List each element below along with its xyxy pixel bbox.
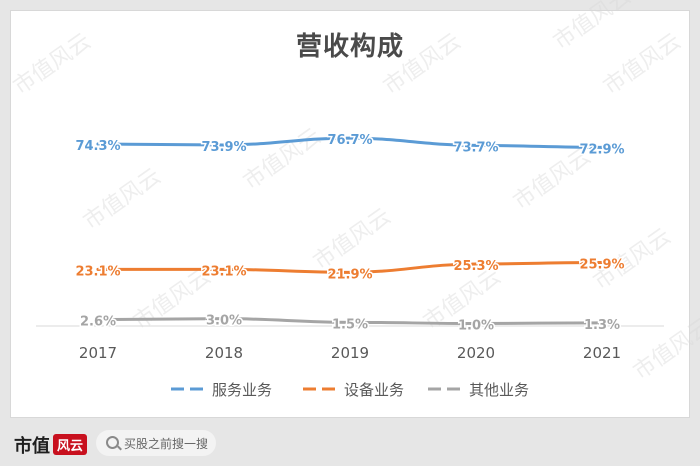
- x-tick-label: 2020: [457, 344, 495, 362]
- data-point: [348, 136, 352, 140]
- data-point: [348, 320, 352, 324]
- brand-text: 市值: [14, 436, 50, 457]
- search-icon: [106, 436, 119, 449]
- brand-mark: 风云: [53, 434, 88, 455]
- data-label: 3.0%: [206, 314, 242, 329]
- search-placeholder: 买股之前搜一搜: [124, 437, 209, 451]
- legend-label: 服务业务: [212, 381, 272, 399]
- data-label: 23.1%: [201, 264, 246, 279]
- legend-label: 其他业务: [469, 381, 529, 399]
- data-point: [96, 142, 100, 146]
- x-tick-label: 2017: [79, 344, 117, 362]
- data-label: 1.0%: [458, 319, 494, 334]
- watermark-text: 市值风云: [379, 29, 465, 100]
- data-point: [348, 270, 352, 274]
- data-label: 21.9%: [327, 267, 372, 282]
- data-point: [600, 145, 604, 149]
- data-label: 73.7%: [453, 140, 498, 155]
- watermark-text: 市值风云: [9, 29, 95, 100]
- watermark-text: 市值风云: [629, 314, 700, 385]
- data-point: [474, 322, 478, 326]
- brand-logo[interactable]: 市值 风云: [14, 432, 88, 458]
- data-label: 74.3%: [75, 139, 120, 154]
- data-point: [600, 321, 604, 325]
- data-point: [96, 267, 100, 271]
- chart-title: 营收构成: [295, 32, 404, 62]
- data-label: 76.7%: [327, 133, 372, 148]
- data-label: 2.6%: [80, 315, 116, 330]
- data-point: [96, 318, 100, 322]
- data-label: 72.9%: [579, 142, 624, 157]
- data-point: [600, 261, 604, 265]
- data-label: 1.5%: [332, 317, 368, 332]
- watermark-text: 市值风云: [79, 164, 165, 235]
- x-tick-label: 2021: [583, 344, 621, 362]
- data-label: 25.3%: [453, 259, 498, 274]
- chart-card: [10, 10, 690, 418]
- watermark-text: 市值风云: [599, 29, 685, 100]
- data-point: [474, 143, 478, 147]
- x-tick-label: 2018: [205, 344, 243, 362]
- data-point: [222, 317, 226, 321]
- data-point: [222, 267, 226, 271]
- x-tick-label: 2019: [331, 344, 369, 362]
- data-label: 25.9%: [579, 258, 624, 273]
- data-point: [474, 262, 478, 266]
- data-label: 23.1%: [75, 264, 120, 279]
- search-input[interactable]: 买股之前搜一搜: [96, 430, 216, 456]
- legend-label: 设备业务: [344, 381, 404, 399]
- line-chart: 市值风云市值风云市值风云市值风云市值风云市值风云市值风云市值风云市值风云市值风云…: [9, 0, 700, 399]
- data-label: 73.9%: [201, 140, 246, 155]
- watermark-text: 市值风云: [239, 124, 325, 195]
- watermark-text: 市值风云: [309, 204, 395, 275]
- watermark-text: 市值风云: [549, 0, 635, 55]
- data-point: [222, 143, 226, 147]
- data-label: 1.3%: [584, 318, 620, 333]
- footer-bar: 市值 风云 买股之前搜一搜: [0, 422, 700, 466]
